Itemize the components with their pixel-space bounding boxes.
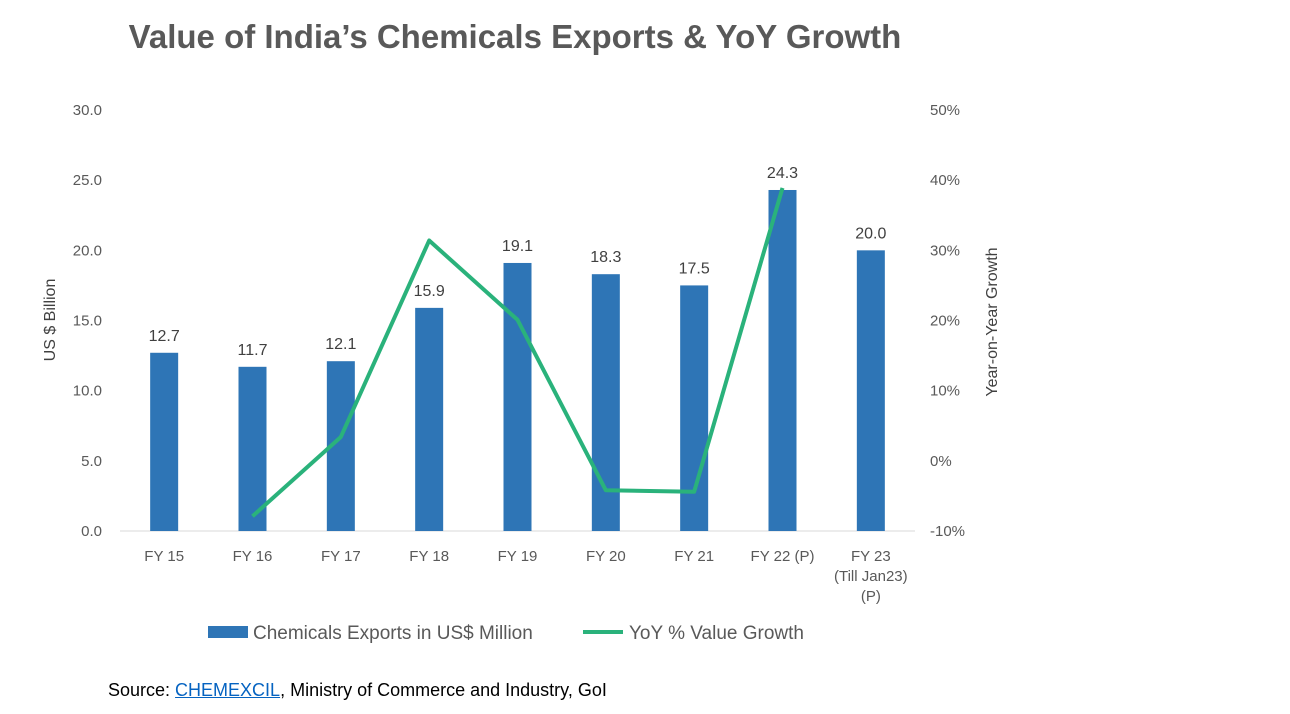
y-tick-label: 25.0 [73, 172, 102, 189]
x-tick-label: FY 21 [674, 548, 714, 565]
x-tick-label: FY 19 [498, 548, 538, 565]
bar-data-label: 11.7 [238, 342, 268, 359]
y-tick-label: 0.0 [81, 523, 102, 540]
legend-bar-swatch [208, 626, 248, 638]
y2-tick-label: -10% [930, 523, 965, 540]
source-note: Source: CHEMEXCIL, Ministry of Commerce … [108, 680, 607, 701]
x-tick-label: FY 20 [586, 548, 626, 565]
y-axis-label: US $ Billion [42, 279, 59, 362]
y-tick-label: 20.0 [73, 242, 102, 259]
x-tick-label: (Till Jan23) [834, 568, 908, 585]
bar-data-label: 15.9 [414, 283, 445, 300]
y-tick-label: 5.0 [81, 453, 102, 470]
bar-data-label: 19.1 [502, 238, 533, 255]
bar [591, 274, 620, 531]
x-tick-label: FY 23 [851, 548, 891, 565]
bar-data-label: 24.3 [767, 165, 798, 182]
y2-tick-label: 40% [930, 172, 960, 189]
bar-data-label: 20.0 [855, 225, 886, 242]
source-suffix: , Ministry of Commerce and Industry, GoI [280, 680, 607, 700]
x-tick-label: (P) [861, 588, 881, 605]
x-tick-label: FY 17 [321, 548, 361, 565]
y-tick-label: 30.0 [73, 102, 102, 119]
chart-title: Value of India’s Chemicals Exports & YoY… [128, 18, 902, 55]
bar [238, 366, 267, 531]
bar [680, 285, 709, 531]
y-tick-label: 10.0 [73, 383, 102, 400]
bar-data-label: 12.1 [325, 336, 356, 353]
source-prefix: Source: [108, 680, 176, 700]
bar-data-label: 17.5 [679, 260, 710, 277]
x-tick-label: FY 15 [144, 548, 184, 565]
y2-tick-label: 20% [930, 313, 960, 330]
bar-data-label: 18.3 [590, 249, 621, 266]
legend-bar-label: Chemicals Exports in US$ Million [253, 623, 533, 644]
bar [415, 307, 444, 531]
bar [503, 262, 532, 531]
source-link[interactable]: CHEMEXCIL [175, 680, 281, 700]
y2-tick-label: 0% [930, 453, 952, 470]
y2-axis-label: Year-on-Year Growth [984, 247, 1001, 396]
x-tick-label: FY 16 [233, 548, 273, 565]
bar-data-label: 12.7 [149, 328, 180, 345]
x-tick-label: FY 18 [409, 548, 449, 565]
y-tick-label: 15.0 [73, 313, 102, 330]
x-tick-label: FY 22 (P) [751, 548, 815, 565]
bar [856, 250, 885, 532]
y2-tick-label: 30% [930, 242, 960, 259]
y2-tick-label: 10% [930, 383, 960, 400]
legend-line-label: YoY % Value Growth [629, 623, 804, 644]
bar [768, 189, 797, 532]
bar [150, 352, 179, 531]
y2-tick-label: 50% [930, 102, 960, 119]
